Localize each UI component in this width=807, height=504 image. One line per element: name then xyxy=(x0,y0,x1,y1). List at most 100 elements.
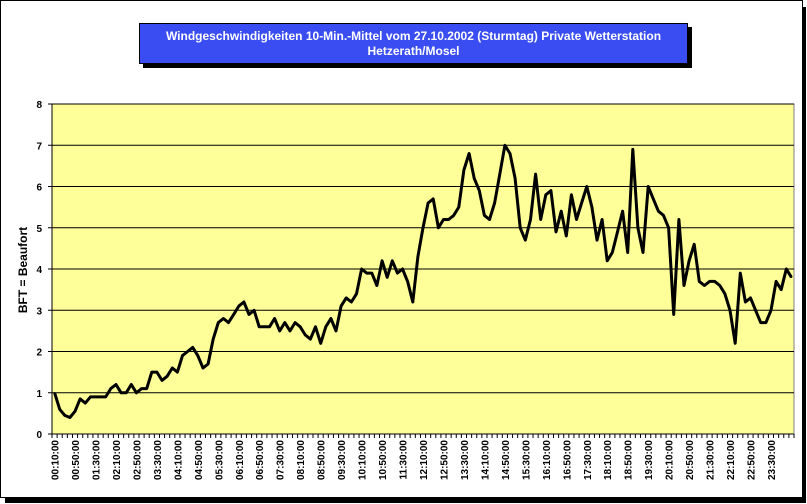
x-tick-label: 06:50:00 xyxy=(255,440,266,480)
data-point xyxy=(299,325,301,328)
data-point xyxy=(110,387,112,390)
data-point xyxy=(227,321,230,324)
data-point xyxy=(458,206,460,208)
x-tick-label: 08:50:00 xyxy=(317,440,328,480)
y-tick-label: 7 xyxy=(36,141,42,152)
x-tick-label: 10:50:00 xyxy=(378,440,389,480)
data-point xyxy=(591,206,593,208)
data-point xyxy=(74,410,76,413)
data-point xyxy=(683,284,685,287)
data-point xyxy=(411,301,414,303)
data-point xyxy=(616,231,619,233)
data-point xyxy=(156,371,158,373)
data-point xyxy=(611,251,614,254)
data-point xyxy=(161,379,163,382)
data-point xyxy=(596,239,598,241)
data-point xyxy=(703,284,706,287)
data-point xyxy=(693,243,696,246)
data-point xyxy=(652,198,655,200)
data-point xyxy=(345,297,348,299)
data-point xyxy=(99,396,102,398)
data-point xyxy=(371,272,373,274)
data-point xyxy=(570,193,573,196)
data-point xyxy=(550,189,552,192)
chart-title-line2: Hetzerath/Mosel xyxy=(367,44,460,58)
x-tick-label: 14:10:00 xyxy=(480,440,491,480)
x-tick-label: 05:30:00 xyxy=(214,440,225,480)
data-point xyxy=(442,218,445,221)
data-point xyxy=(401,268,404,270)
y-tick-label: 1 xyxy=(36,389,42,400)
data-point xyxy=(739,272,742,274)
data-point xyxy=(396,272,399,274)
data-point xyxy=(509,152,511,155)
y-tick-label: 6 xyxy=(36,183,42,194)
data-point xyxy=(493,202,496,204)
data-point xyxy=(565,235,568,237)
data-point xyxy=(759,321,762,324)
data-point xyxy=(335,330,337,332)
data-point xyxy=(678,218,680,221)
data-point xyxy=(519,226,522,229)
data-point xyxy=(94,396,97,398)
y-tick-label: 8 xyxy=(36,100,42,111)
x-tick-label: 21:30:00 xyxy=(706,440,717,480)
data-point xyxy=(406,280,409,283)
x-tick-label: 09:30:00 xyxy=(337,440,348,480)
data-point xyxy=(478,189,481,192)
x-tick-label: 19:30:00 xyxy=(644,440,655,480)
x-tick-label: 00:10:00 xyxy=(51,440,62,480)
data-point xyxy=(606,259,609,262)
x-tick-label: 12:50:00 xyxy=(439,440,450,480)
data-point xyxy=(708,280,711,283)
data-point xyxy=(662,214,665,217)
x-tick-label: 20:50:00 xyxy=(685,440,696,480)
data-point xyxy=(125,391,127,394)
x-tick-label: 10:10:00 xyxy=(358,440,369,480)
x-tick-label: 15:30:00 xyxy=(521,440,532,480)
data-point xyxy=(529,218,532,221)
data-point xyxy=(181,354,184,357)
data-point xyxy=(202,367,204,369)
y-tick-label: 4 xyxy=(36,265,42,276)
data-point xyxy=(422,226,424,229)
data-point xyxy=(667,226,670,229)
data-point xyxy=(120,391,122,394)
data-point xyxy=(268,325,271,328)
data-point xyxy=(790,276,793,279)
x-tick-label: 18:50:00 xyxy=(624,440,635,480)
data-point xyxy=(79,398,81,400)
data-point xyxy=(376,284,378,287)
data-point xyxy=(427,202,429,204)
data-point xyxy=(166,375,168,378)
data-point xyxy=(534,173,537,175)
data-point xyxy=(632,148,634,151)
data-point xyxy=(222,317,225,320)
data-point xyxy=(355,292,358,295)
x-tick-label: 08:10:00 xyxy=(296,440,307,480)
data-point xyxy=(314,325,317,328)
data-point xyxy=(647,185,649,188)
data-point xyxy=(780,288,783,291)
x-tick-label: 01:30:00 xyxy=(91,440,102,480)
data-point xyxy=(754,309,757,312)
x-tick-label: 02:50:00 xyxy=(132,440,143,480)
y-tick-label: 5 xyxy=(36,224,42,235)
data-point xyxy=(724,292,726,295)
data-point xyxy=(212,338,214,340)
data-point xyxy=(504,144,506,147)
data-point xyxy=(365,272,368,274)
data-point xyxy=(514,177,516,180)
data-point xyxy=(447,218,450,221)
data-point xyxy=(417,255,419,258)
data-point xyxy=(217,321,220,324)
data-point xyxy=(463,169,465,171)
data-point xyxy=(545,193,547,196)
x-tick-label: 16:10:00 xyxy=(542,440,553,480)
data-point xyxy=(89,396,92,398)
chart-title-line1: Windgeschwindigkeiten 10-Min.-Mittel vom… xyxy=(165,29,662,43)
x-tick-label: 13:30:00 xyxy=(460,440,471,480)
data-point xyxy=(232,313,235,316)
data-point xyxy=(729,309,731,312)
data-point xyxy=(340,305,342,307)
